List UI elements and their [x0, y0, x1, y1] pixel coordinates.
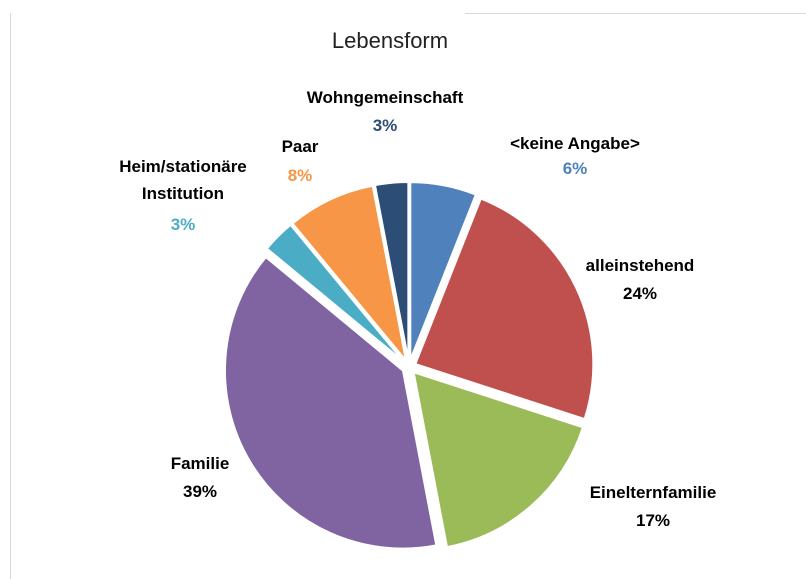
slice-label: alleinstehend [585, 256, 695, 275]
pie-slice [291, 184, 408, 362]
pie-slice [414, 197, 595, 421]
slice-value-label: 39% [182, 482, 218, 501]
slice-label: Einelternfamilie [589, 483, 717, 502]
pie-slice [224, 255, 438, 550]
slice-value-label: 3% [372, 116, 398, 135]
slice-value-label: 6% [562, 159, 588, 178]
slice-label: Familie [170, 454, 230, 473]
chart-title: Lebensform [331, 28, 449, 53]
slice-value-label: 24% [622, 284, 658, 303]
pie-slice [409, 181, 478, 361]
slice-label: Heim/stationäre Institution [119, 157, 247, 203]
pie-slice [373, 181, 410, 361]
pie-slice [412, 370, 585, 549]
slice-label: <keine Angabe> [510, 134, 640, 153]
slice-label: Paar [281, 137, 319, 156]
slice-value-label: 8% [287, 166, 313, 185]
slice-value-label: 3% [170, 215, 196, 234]
pie-slice [265, 223, 405, 363]
slice-label: Wohngemeinschaft [306, 88, 464, 107]
slice-value-label: 17% [635, 511, 671, 530]
